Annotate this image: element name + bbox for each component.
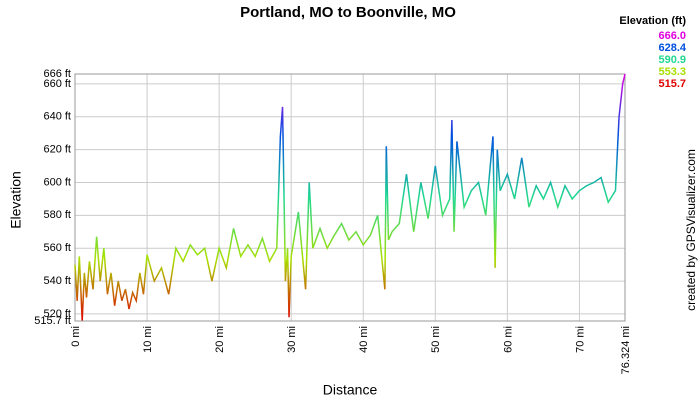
y-tick-label: 540 ft bbox=[43, 275, 71, 287]
x-tick-label: 10 mi bbox=[142, 326, 154, 353]
elevation-line bbox=[74, 73, 626, 321]
legend-entry: 590.9 bbox=[658, 54, 686, 66]
x-tick-label: 40 mi bbox=[358, 326, 370, 353]
y-tick-label: 520 ft bbox=[43, 308, 71, 320]
x-tick-label: 30 mi bbox=[286, 326, 298, 353]
y-tick-label: 515.7 ft bbox=[34, 315, 71, 327]
x-tick-label: 0 mi bbox=[70, 326, 82, 347]
credit: created by GPSVisualizer.com bbox=[684, 149, 698, 311]
y-tick-label: 666 ft bbox=[43, 68, 71, 80]
legend-entry: 666.0 bbox=[658, 30, 686, 42]
legend-entry: 515.7 bbox=[658, 78, 686, 90]
x-tick-label: 20 mi bbox=[214, 326, 226, 353]
x-tick-label: 60 mi bbox=[502, 326, 514, 353]
y-tick-label: 640 ft bbox=[43, 111, 71, 123]
legend-entry: 628.4 bbox=[658, 42, 686, 54]
y-tick-label: 620 ft bbox=[43, 144, 71, 156]
x-tick-label: 76.324 mi bbox=[620, 326, 632, 374]
plot-frame bbox=[74, 73, 626, 322]
y-tick-label: 580 ft bbox=[43, 209, 71, 221]
chart-title: Portland, MO to Boonville, MO bbox=[240, 4, 456, 21]
y-tick-label: 660 ft bbox=[43, 78, 71, 90]
x-axis-label: Distance bbox=[323, 382, 378, 398]
x-tick-label: 70 mi bbox=[574, 326, 586, 353]
y-tick-label: 600 ft bbox=[43, 176, 71, 188]
y-tick-label: 560 ft bbox=[43, 242, 71, 254]
x-tick-label: 50 mi bbox=[430, 326, 442, 353]
legend-title: Elevation (ft) bbox=[619, 15, 686, 27]
legend-entry: 553.3 bbox=[658, 66, 686, 78]
y-axis-label: Elevation bbox=[8, 171, 24, 229]
